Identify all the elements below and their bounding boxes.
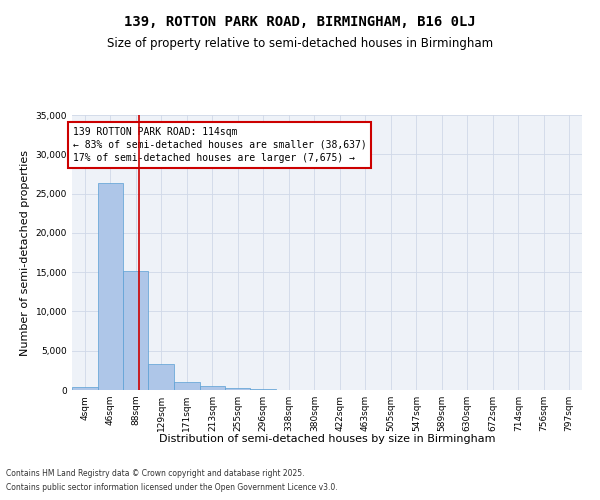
Text: Contains public sector information licensed under the Open Government Licence v3: Contains public sector information licen… bbox=[6, 484, 338, 492]
X-axis label: Distribution of semi-detached houses by size in Birmingham: Distribution of semi-detached houses by … bbox=[159, 434, 495, 444]
Text: Contains HM Land Registry data © Crown copyright and database right 2025.: Contains HM Land Registry data © Crown c… bbox=[6, 468, 305, 477]
Bar bbox=[72, 387, 98, 390]
Bar bbox=[200, 386, 226, 390]
Bar bbox=[148, 364, 174, 390]
Bar bbox=[174, 382, 200, 390]
Text: Size of property relative to semi-detached houses in Birmingham: Size of property relative to semi-detach… bbox=[107, 38, 493, 51]
Bar bbox=[250, 389, 276, 390]
Bar bbox=[124, 270, 148, 390]
Text: 139, ROTTON PARK ROAD, BIRMINGHAM, B16 0LJ: 139, ROTTON PARK ROAD, BIRMINGHAM, B16 0… bbox=[124, 15, 476, 29]
Bar bbox=[226, 388, 250, 390]
Bar bbox=[98, 184, 124, 390]
Text: 139 ROTTON PARK ROAD: 114sqm
← 83% of semi-detached houses are smaller (38,637)
: 139 ROTTON PARK ROAD: 114sqm ← 83% of se… bbox=[73, 127, 367, 163]
Y-axis label: Number of semi-detached properties: Number of semi-detached properties bbox=[20, 150, 30, 356]
